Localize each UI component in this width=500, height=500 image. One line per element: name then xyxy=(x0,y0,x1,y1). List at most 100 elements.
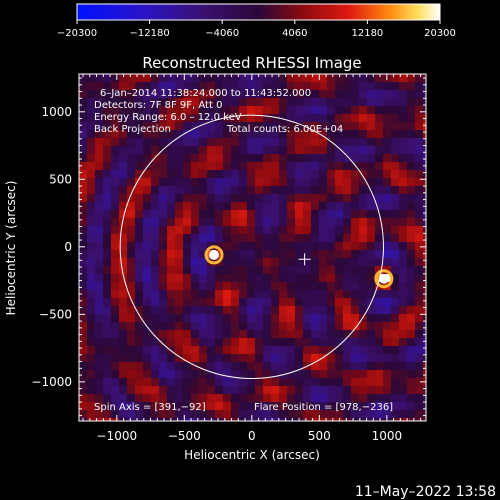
heatmap-cell xyxy=(263,290,271,298)
x-axis-label: Heliocentric X (arcsec) xyxy=(184,448,320,462)
heatmap-cell xyxy=(95,130,103,138)
heatmap-cell xyxy=(231,386,239,394)
heatmap-cell xyxy=(79,170,87,178)
heatmap-cell xyxy=(167,122,175,130)
heatmap-cell xyxy=(127,130,135,138)
heatmap-cell xyxy=(407,138,415,146)
heatmap-cell xyxy=(167,202,175,210)
heatmap-cell xyxy=(119,402,127,410)
heatmap-cell xyxy=(335,242,343,250)
heatmap-cell xyxy=(111,218,119,226)
heatmap-cell xyxy=(407,258,415,266)
heatmap-cell xyxy=(359,370,367,378)
heatmap-cell xyxy=(151,274,159,282)
heatmap-cell xyxy=(135,106,143,114)
heatmap-cell xyxy=(271,202,279,210)
heatmap-cell xyxy=(327,314,335,322)
heatmap-cell xyxy=(247,242,255,250)
heatmap-cell xyxy=(415,178,423,186)
heatmap-cell xyxy=(303,306,311,314)
heatmap-cell xyxy=(159,402,167,410)
heatmap-cell xyxy=(423,402,426,410)
heatmap-cell xyxy=(119,194,127,202)
heatmap-cell xyxy=(351,130,359,138)
heatmap-cell xyxy=(183,106,191,114)
heatmap-cell xyxy=(223,306,231,314)
heatmap-cell xyxy=(271,178,279,186)
heatmap-cell xyxy=(367,154,375,162)
heatmap-cell xyxy=(103,114,111,122)
heatmap-cell xyxy=(383,410,391,418)
heatmap-cell xyxy=(239,186,247,194)
heatmap-cell xyxy=(215,226,223,234)
heatmap-cell xyxy=(223,154,231,162)
heatmap-cell xyxy=(343,82,351,90)
heatmap-cell xyxy=(391,194,399,202)
heatmap-cell xyxy=(295,394,303,402)
heatmap-cell xyxy=(183,330,191,338)
heatmap-cell xyxy=(111,162,119,170)
heatmap-cell xyxy=(175,322,183,330)
heatmap-cell xyxy=(191,402,199,410)
heatmap-cell xyxy=(287,90,295,98)
heatmap-cell xyxy=(191,138,199,146)
heatmap-cell xyxy=(175,370,183,378)
heatmap-cell xyxy=(383,146,391,154)
heatmap-cell xyxy=(127,394,135,402)
heatmap-cell xyxy=(383,130,391,138)
heatmap-cell xyxy=(183,170,191,178)
heatmap-cell xyxy=(383,250,391,258)
heatmap-cell xyxy=(279,346,287,354)
heatmap-cell xyxy=(79,218,87,226)
heatmap-cell xyxy=(271,298,279,306)
heatmap-cell xyxy=(207,386,215,394)
heatmap-cell xyxy=(399,314,407,322)
heatmap-cell xyxy=(175,418,183,421)
heatmap-cell xyxy=(343,250,351,258)
heatmap-cell xyxy=(279,210,287,218)
heatmap-cell xyxy=(103,90,111,98)
heatmap-cell xyxy=(295,154,303,162)
heatmap-cell xyxy=(311,106,319,114)
heatmap-cell xyxy=(183,122,191,130)
heatmap-cell xyxy=(335,82,343,90)
heatmap-cell xyxy=(79,322,87,330)
heatmap-cell xyxy=(327,106,335,114)
heatmap-cell xyxy=(151,130,159,138)
heatmap-cell xyxy=(223,178,231,186)
heatmap-cell xyxy=(287,98,295,106)
heatmap-cell xyxy=(159,74,167,82)
heatmap-cell xyxy=(175,90,183,98)
heatmap-cell xyxy=(343,322,351,330)
heatmap-cell xyxy=(191,266,199,274)
heatmap-cell xyxy=(271,242,279,250)
heatmap-cell xyxy=(143,234,151,242)
heatmap-cell xyxy=(79,210,87,218)
heatmap-cell xyxy=(319,298,327,306)
heatmap-cell xyxy=(119,90,127,98)
heatmap-cell xyxy=(423,282,426,290)
heatmap-cell xyxy=(287,314,295,322)
heatmap-cell xyxy=(247,298,255,306)
heatmap-cell xyxy=(415,106,423,114)
heatmap-cell xyxy=(327,210,335,218)
heatmap-cell xyxy=(215,394,223,402)
heatmap-cell xyxy=(87,418,95,421)
heatmap-cell xyxy=(367,170,375,178)
heatmap-cell xyxy=(263,226,271,234)
heatmap-cell xyxy=(103,234,111,242)
heatmap-cell xyxy=(143,370,151,378)
heatmap-cell xyxy=(127,242,135,250)
heatmap-cell xyxy=(391,234,399,242)
heatmap-cell xyxy=(399,410,407,418)
heatmap-cell xyxy=(207,178,215,186)
heatmap-cell xyxy=(119,418,127,421)
heatmap-cell xyxy=(407,218,415,226)
heatmap-cell xyxy=(199,146,207,154)
heatmap-cell xyxy=(143,346,151,354)
heatmap-cell xyxy=(367,410,375,418)
heatmap-cell xyxy=(303,130,311,138)
heatmap-cell xyxy=(159,122,167,130)
heatmap-cell xyxy=(287,362,295,370)
heatmap-cell xyxy=(399,386,407,394)
